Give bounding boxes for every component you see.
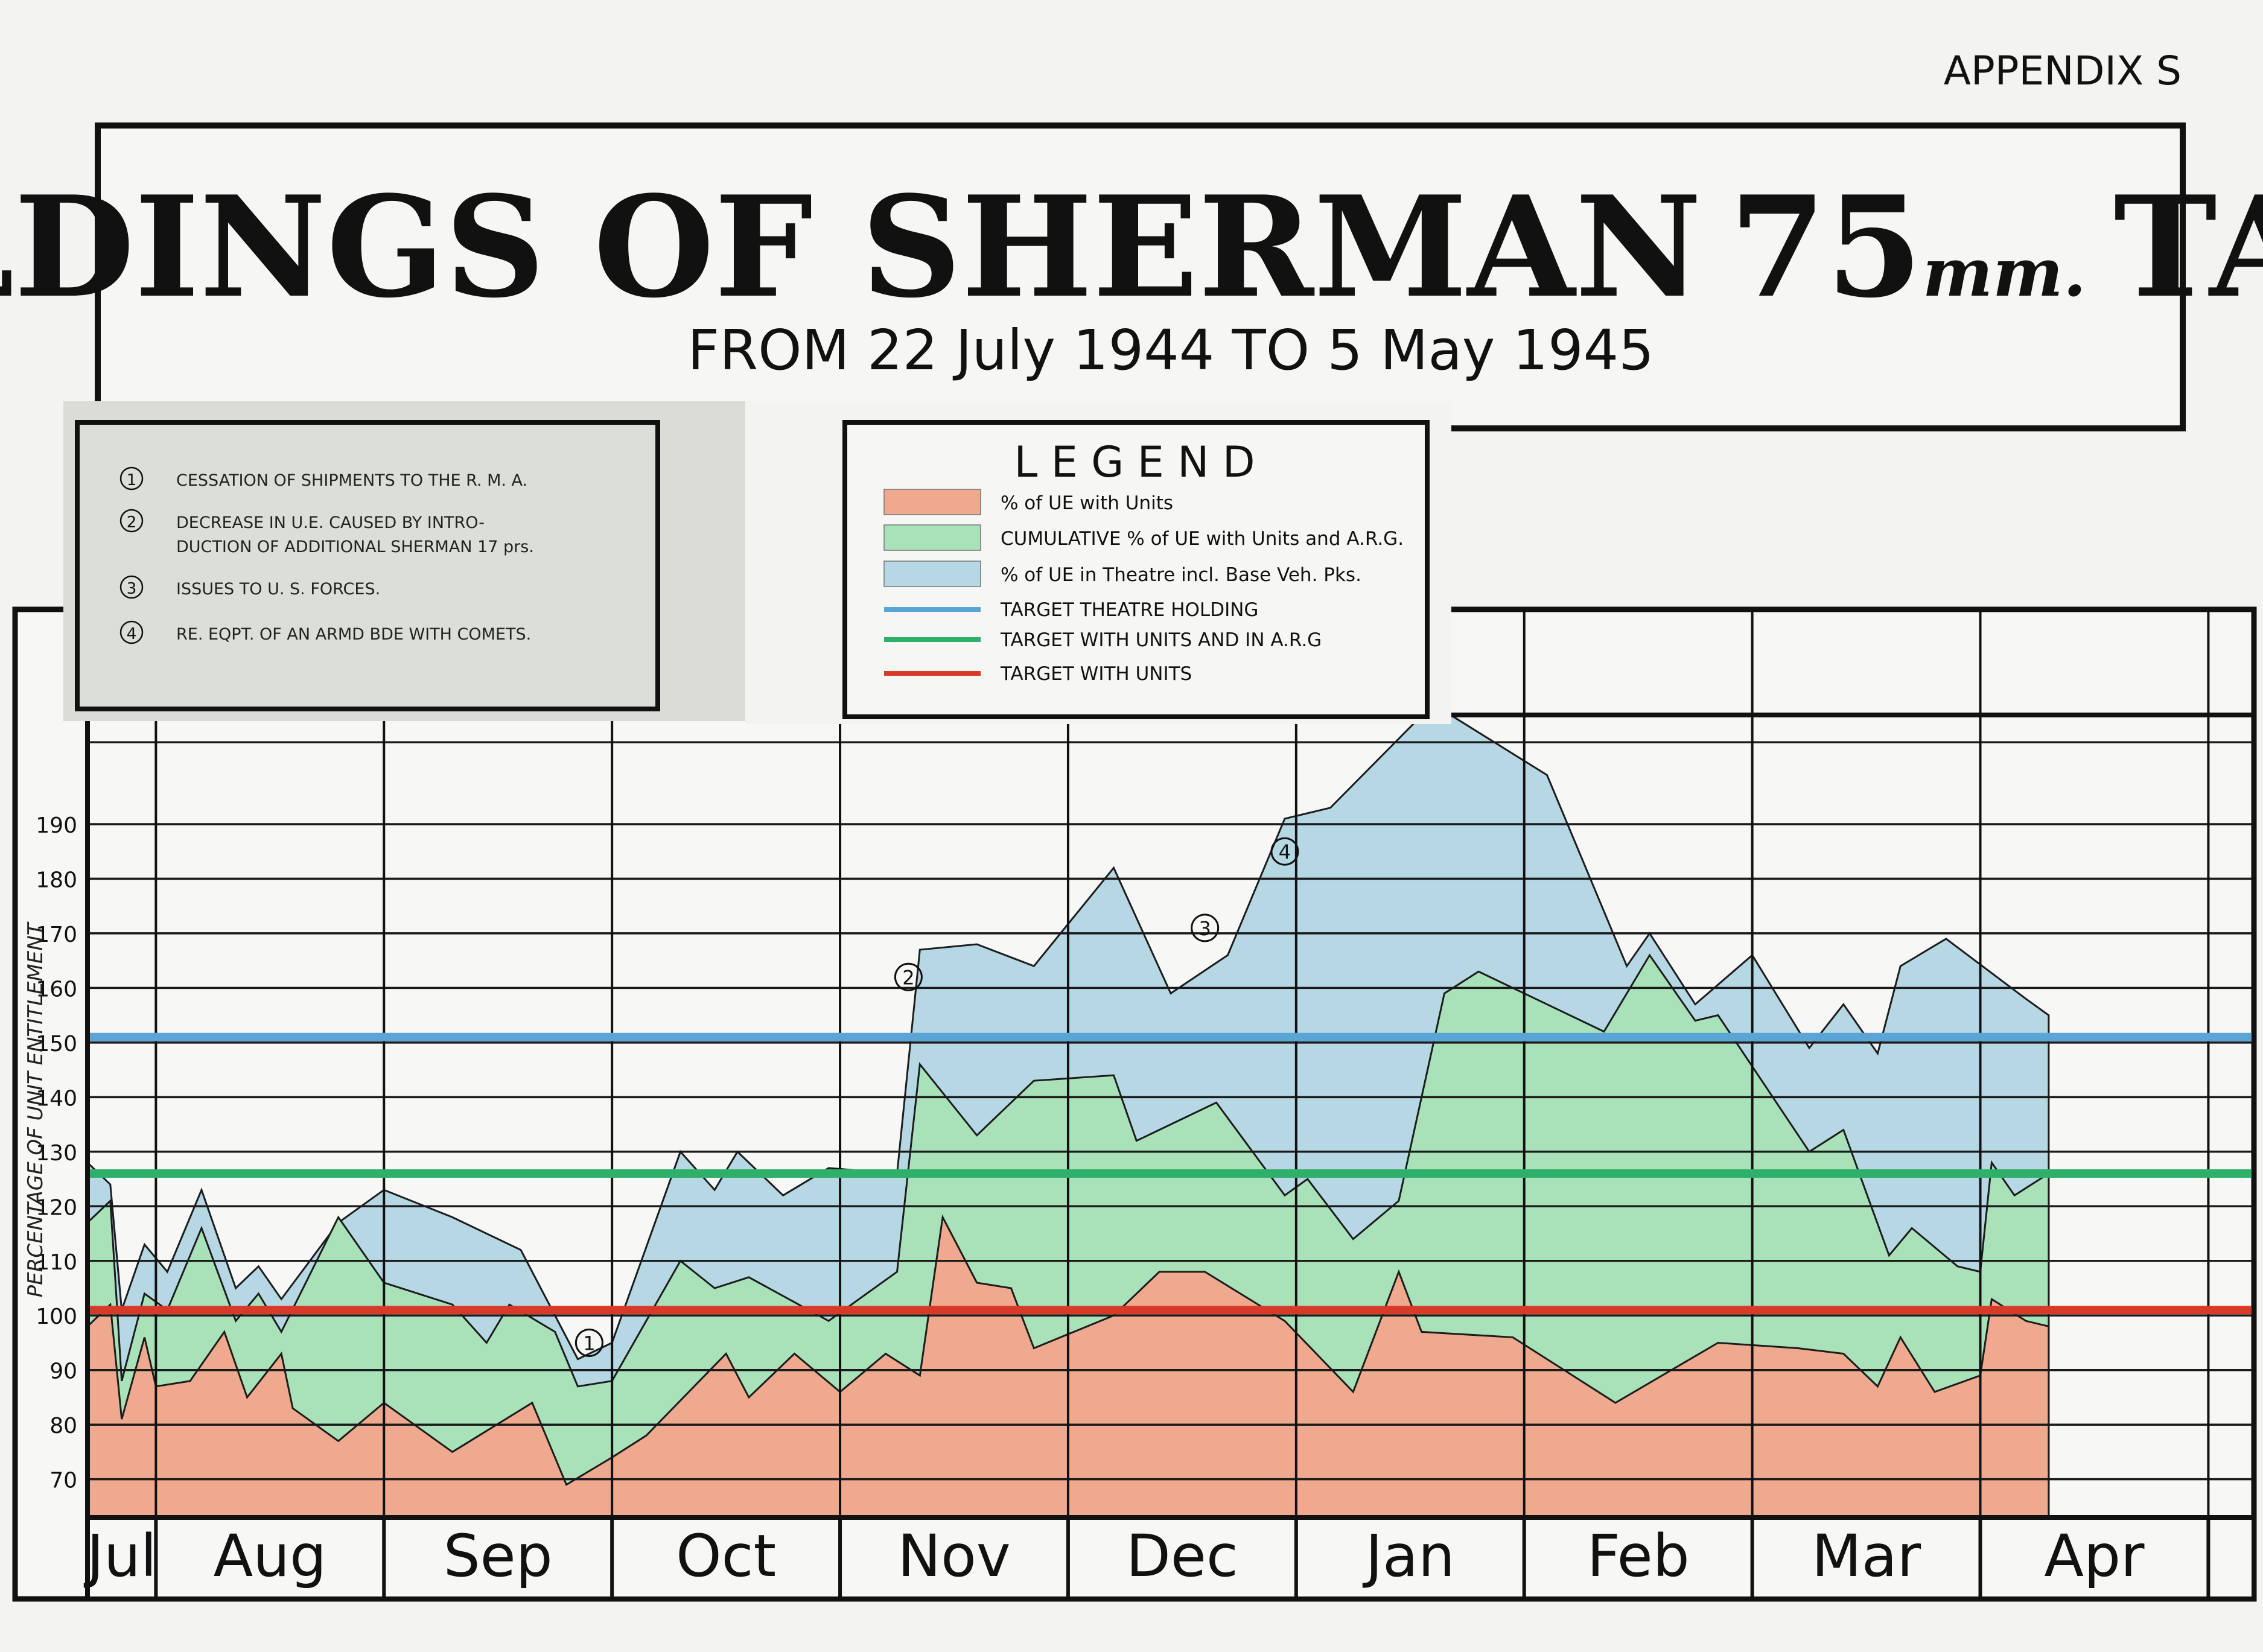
y-tick-label-5: 120 <box>36 1195 77 1220</box>
note-text-3: ISSUES TO U. S. FORCES. <box>176 580 380 599</box>
title-tanks: TANKS <box>2114 166 2263 329</box>
note-number-2: 2 <box>127 513 137 532</box>
y-tick-label-6: 130 <box>36 1141 77 1166</box>
title-box <box>95 122 2186 431</box>
month-label-feb: Feb <box>1587 1522 1690 1590</box>
note-number-circle-3 <box>119 575 144 599</box>
annotation-marker-number-4: 4 <box>1279 840 1291 863</box>
note-number-circle-1 <box>119 466 144 491</box>
month-label-jan: Jan <box>1363 1522 1455 1590</box>
note-number-3: 3 <box>127 580 137 598</box>
month-label-apr: Apr <box>2044 1522 2145 1590</box>
y-tick-label-2: 90 <box>49 1359 77 1384</box>
y-tick-label-11: 180 <box>36 868 77 892</box>
annotation-marker-2 <box>894 962 923 991</box>
y-tick-label-0: 70 <box>49 1469 77 1493</box>
annotation-marker-number-1: 1 <box>583 1332 595 1355</box>
month-label-jul: Jul <box>84 1522 157 1590</box>
legend-label-3: TARGET THEATRE HOLDING <box>1000 599 1258 621</box>
y-tick-label-3: 100 <box>36 1304 77 1329</box>
note-number-circle-4 <box>119 620 144 644</box>
legend-label-2: % of UE in Theatre incl. Base Veh. Pks. <box>1001 564 1361 586</box>
title-75: 75 <box>1730 166 1923 329</box>
legend-label-0: % of UE with Units <box>1001 492 1173 514</box>
note-number-4: 4 <box>127 625 137 643</box>
y-axis-label: PERCENTAGE OF UNIT ENTITLEMENT <box>24 921 48 1297</box>
legend-label-5: TARGET WITH UNITS <box>1000 663 1192 685</box>
y-tick-label-10: 170 <box>36 923 77 947</box>
month-label-mar: Mar <box>1812 1522 1921 1590</box>
month-axis-band <box>85 1515 2256 1601</box>
y-tick-label-8: 150 <box>36 1032 77 1056</box>
annotation-marker-3 <box>1191 913 1220 942</box>
note-number-circle-2 <box>119 509 144 533</box>
note-text-1: DECREASE IN U.E. CAUSED BY INTRO- <box>176 513 485 532</box>
appendix-label: APPENDIX S <box>1944 48 2182 94</box>
target-line-layer <box>88 1032 2254 1315</box>
page-subtitle: FROM 22 July 1944 TO 5 May 1945 <box>687 318 1653 383</box>
annotation-marker-1 <box>575 1328 603 1357</box>
month-label-dec: Dec <box>1126 1522 1238 1590</box>
annotation-marker-4 <box>1270 837 1299 866</box>
legend-label-1: CUMULATIVE % of UE with Units and A.R.G. <box>1001 528 1404 550</box>
legend: % of UE with Units CUMULATIVE % of UE wit… <box>883 489 1404 685</box>
legend-swatch-1 <box>883 524 981 551</box>
y-tick-label-12: 190 <box>36 813 77 838</box>
month-label-nov: Nov <box>897 1522 1010 1590</box>
annotation-marker-number-3: 3 <box>1199 917 1211 940</box>
y-tick-layer: 70 80 90 100 110 120 130 140 150 160 170 180 190 <box>36 813 77 1493</box>
y-tick-label-4: 110 <box>36 1250 77 1275</box>
month-label-oct: Oct <box>676 1522 776 1590</box>
month-axis: Jul Aug Sep Oct Nov Dec Jan Feb Mar Apr <box>84 1515 2256 1601</box>
note-number-1: 1 <box>127 471 137 489</box>
month-label-sep: Sep <box>444 1522 553 1590</box>
annotation-marker-number-2: 2 <box>902 966 914 989</box>
annotation-marker-layer: 1 2 3 4 <box>575 837 1299 1357</box>
note-text-2: DUCTION OF ADDITIONAL SHERMAN 17 prs. <box>176 538 534 556</box>
title-main: HOLDINGS OF SHERMAN <box>0 166 1702 329</box>
y-tick-label-9: 160 <box>36 977 77 1002</box>
note-text-4: RE. EQPT. OF AN ARMD BDE WITH COMETS. <box>176 625 531 644</box>
notes-box <box>75 420 660 711</box>
legend-title: L E G E N D <box>1014 437 1255 487</box>
legend-swatch-0 <box>883 489 981 515</box>
legend-label-4: TARGET WITH UNITS AND IN A.R.G <box>1000 629 1322 651</box>
title-mm: mm. <box>1923 234 2086 311</box>
y-tick-label-7: 140 <box>36 1086 77 1111</box>
gridline-layer <box>88 609 2254 1599</box>
month-label-aug: Aug <box>214 1522 326 1590</box>
y-tick-label-1: 80 <box>49 1414 77 1438</box>
legend-swatch-2 <box>883 561 981 587</box>
notes-list: 1 CESSATION OF SHIPMENTS TO THE R. M. A. 2… <box>119 466 534 644</box>
note-text-0: CESSATION OF SHIPMENTS TO THE R. M. A. <box>176 471 527 490</box>
page-title: HOLDINGS OF SHERMAN 75mm. TANKS <box>0 166 2263 329</box>
